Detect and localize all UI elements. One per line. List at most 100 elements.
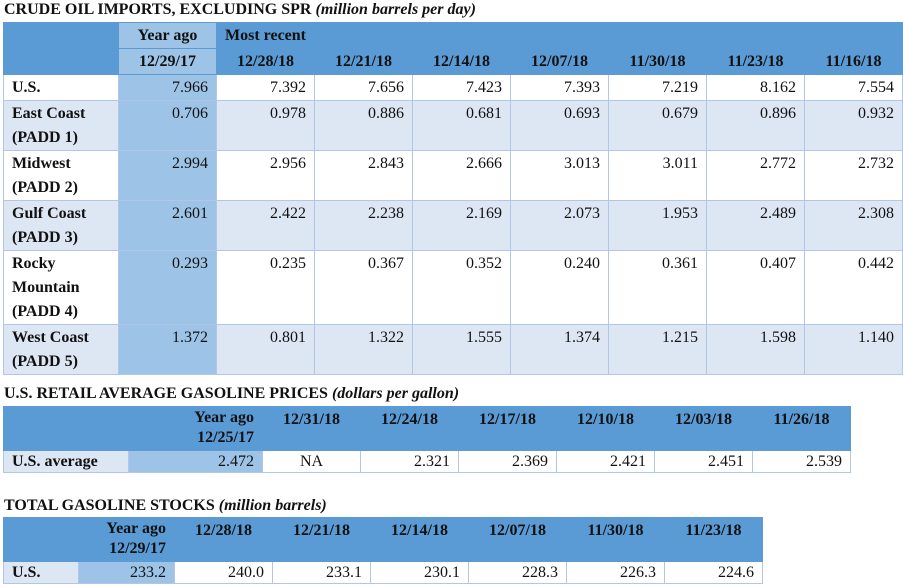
- data-row: U.S. average 2.472 NA 2.321 2.369 2.421 2.451 2…: [3, 450, 851, 473]
- row-label: Rocky Mountain (PADD 4): [3, 250, 119, 325]
- date-header: 11/30/18: [566, 517, 665, 562]
- value-cell: 7.656: [314, 74, 413, 101]
- year-ago-date: 12/29/17: [109, 540, 166, 557]
- date-header: 12/31/18: [262, 406, 361, 451]
- header-row: Year ago Most recent: [3, 22, 903, 49]
- value-cell: 1.598: [706, 324, 805, 375]
- value-cell: 240.0: [174, 561, 273, 584]
- date-header: 12/14/18: [370, 517, 469, 562]
- date-header: 11/23/18: [706, 48, 805, 75]
- date-header: 12/10/18: [556, 406, 655, 451]
- value-cell: 2.422: [216, 200, 315, 251]
- value-cell: 0.932: [804, 100, 903, 151]
- value-cell: 0.801: [216, 324, 315, 375]
- value-cell: 233.2: [78, 561, 175, 584]
- units: (million barrels per day): [315, 1, 476, 18]
- value-cell: 226.3: [566, 561, 665, 584]
- crude-title: CRUDE OIL IMPORTS, EXCLUDING SPR (millio…: [4, 1, 476, 19]
- value-cell: 7.423: [412, 74, 511, 101]
- date-header: 12/21/18: [314, 48, 413, 75]
- crude-imports-table: Year ago Most recent 12/29/17 12/28/18 12/21…: [3, 22, 903, 375]
- value-cell: 228.3: [468, 561, 567, 584]
- title-text: U.S. RETAIL AVERAGE GASOLINE PRICES: [4, 385, 328, 402]
- value-cell: 2.169: [412, 200, 511, 251]
- most-recent-label: Most recent: [216, 22, 903, 49]
- date-header: 12/24/18: [360, 406, 459, 451]
- value-cell: 2.732: [804, 150, 903, 201]
- data-row: Rocky Mountain (PADD 4) 0.293 0.235 0.367 0.…: [3, 250, 903, 325]
- date-header: 12/28/18: [174, 517, 273, 562]
- value-cell: 2.421: [556, 450, 655, 473]
- prices-title: U.S. RETAIL AVERAGE GASOLINE PRICES (dol…: [4, 385, 459, 403]
- value-cell: 7.554: [804, 74, 903, 101]
- value-cell: 2.843: [314, 150, 413, 201]
- value-cell: 7.393: [510, 74, 609, 101]
- row-label: East Coast (PADD 1): [3, 100, 119, 151]
- date-header: 12/07/18: [468, 517, 567, 562]
- units: (dollars per gallon): [331, 385, 460, 402]
- header-cell: [3, 48, 119, 75]
- value-cell: 2.489: [706, 200, 805, 251]
- value-cell: 1.215: [608, 324, 707, 375]
- row-label: West Coast (PADD 5): [3, 324, 119, 375]
- year-ago-date: 12/25/17: [197, 429, 254, 446]
- header-cell: [3, 22, 119, 49]
- date-header: 11/23/18: [664, 517, 763, 562]
- value-cell: 224.6: [664, 561, 763, 584]
- row-label: Gulf Coast (PADD 3): [3, 200, 119, 251]
- row-label: U.S.: [3, 74, 119, 101]
- value-cell: 0.706: [118, 100, 217, 151]
- title-text: CRUDE OIL IMPORTS, EXCLUDING SPR: [4, 1, 312, 18]
- value-cell: 2.601: [118, 200, 217, 251]
- data-row: U.S. 7.966 7.392 7.656 7.423 7.393 7.219 8.162 7…: [3, 74, 903, 101]
- gasoline-stocks-table: Year ago 12/29/17 12/28/18 12/21/18 12/14/18…: [3, 517, 763, 584]
- value-cell: 0.681: [412, 100, 511, 151]
- value-cell: 7.966: [118, 74, 217, 101]
- value-cell: 2.321: [360, 450, 459, 473]
- date-header: 12/03/18: [654, 406, 753, 451]
- value-cell: 230.1: [370, 561, 469, 584]
- value-cell: 2.238: [314, 200, 413, 251]
- value-cell: 2.539: [752, 450, 851, 473]
- date-header: 12/28/18: [216, 48, 315, 75]
- value-cell: 1.953: [608, 200, 707, 251]
- value-cell: 1.374: [510, 324, 609, 375]
- value-cell: 0.293: [118, 250, 217, 325]
- year-ago-header: Year ago 12/29/17: [78, 517, 175, 562]
- year-ago-label: Year ago: [118, 22, 217, 49]
- value-cell: 2.308: [804, 200, 903, 251]
- value-cell: 2.994: [118, 150, 217, 201]
- year-ago-header: Year ago 12/25/17: [128, 406, 263, 451]
- row-label: U.S. average: [3, 450, 129, 473]
- stocks-title: TOTAL GASOLINE STOCKS (million barrels): [4, 497, 327, 515]
- date-header: 12/29/17: [118, 48, 217, 75]
- value-cell: 0.407: [706, 250, 805, 325]
- value-cell: 0.978: [216, 100, 315, 151]
- row-label: Midwest (PADD 2): [3, 150, 119, 201]
- date-header: 11/30/18: [608, 48, 707, 75]
- date-header: 12/14/18: [412, 48, 511, 75]
- value-cell: NA: [262, 450, 361, 473]
- header-row: Year ago 12/25/17 12/31/18 12/24/18 12/17/18…: [3, 406, 851, 451]
- header-row: Year ago 12/29/17 12/28/18 12/21/18 12/14/18…: [3, 517, 763, 562]
- year-ago-label: Year ago: [106, 520, 166, 537]
- value-cell: 2.666: [412, 150, 511, 201]
- value-cell: 0.361: [608, 250, 707, 325]
- data-row: U.S. 233.2 240.0 233.1 230.1 228.3 226.3 224.6: [3, 561, 763, 584]
- gasoline-prices-table: Year ago 12/25/17 12/31/18 12/24/18 12/17/18…: [3, 406, 851, 473]
- value-cell: 0.693: [510, 100, 609, 151]
- value-cell: 1.372: [118, 324, 217, 375]
- data-row: Gulf Coast (PADD 3) 2.601 2.422 2.238 2.169 2…: [3, 200, 903, 251]
- value-cell: 0.235: [216, 250, 315, 325]
- date-header: 12/21/18: [272, 517, 371, 562]
- row-label: U.S.: [3, 561, 79, 584]
- value-cell: 3.011: [608, 150, 707, 201]
- value-cell: 0.442: [804, 250, 903, 325]
- value-cell: 1.322: [314, 324, 413, 375]
- date-row: 12/29/17 12/28/18 12/21/18 12/14/18 12/07/18…: [3, 48, 903, 75]
- value-cell: 2.369: [458, 450, 557, 473]
- units: (million barrels): [218, 497, 327, 514]
- value-cell: 7.219: [608, 74, 707, 101]
- date-header: 11/26/18: [752, 406, 851, 451]
